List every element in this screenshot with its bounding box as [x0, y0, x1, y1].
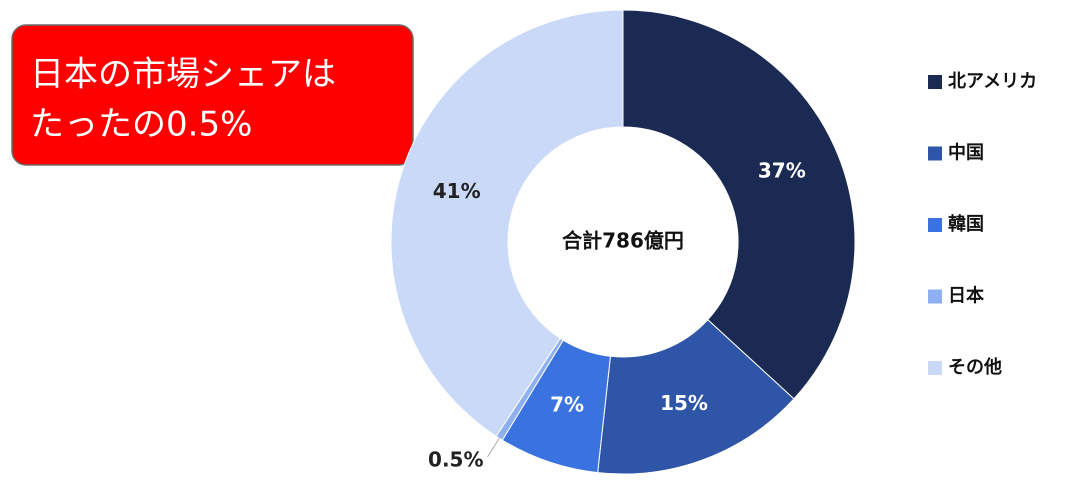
- annotation-box: [11, 24, 414, 166]
- legend-swatch: [928, 75, 942, 89]
- slice: [390, 9, 624, 437]
- legend-swatch: [928, 289, 942, 304]
- legend-swatch: [928, 146, 942, 161]
- data-label: 0.5%: [428, 447, 483, 471]
- slice: [622, 9, 856, 400]
- legend-label: その他: [948, 356, 1002, 378]
- legend-label: 中国: [948, 142, 984, 164]
- legend-swatch: [928, 218, 942, 232]
- legend-label: 北アメリカ: [948, 71, 1037, 92]
- center-label: 合計786億円: [562, 229, 684, 253]
- data-label: 41%: [433, 179, 481, 203]
- legend-label: 日本: [948, 285, 984, 307]
- legend-label: 韓国: [948, 213, 984, 235]
- slice: [597, 319, 795, 475]
- data-label: 7%: [550, 393, 584, 417]
- data-label: 15%: [660, 391, 708, 415]
- annotation-line: 日本の市場シェアは: [30, 55, 336, 95]
- leader-line: [487, 437, 500, 458]
- annotation-line: たったの0.5%: [30, 105, 252, 145]
- data-label: 37%: [758, 159, 806, 183]
- legend-swatch: [928, 361, 942, 375]
